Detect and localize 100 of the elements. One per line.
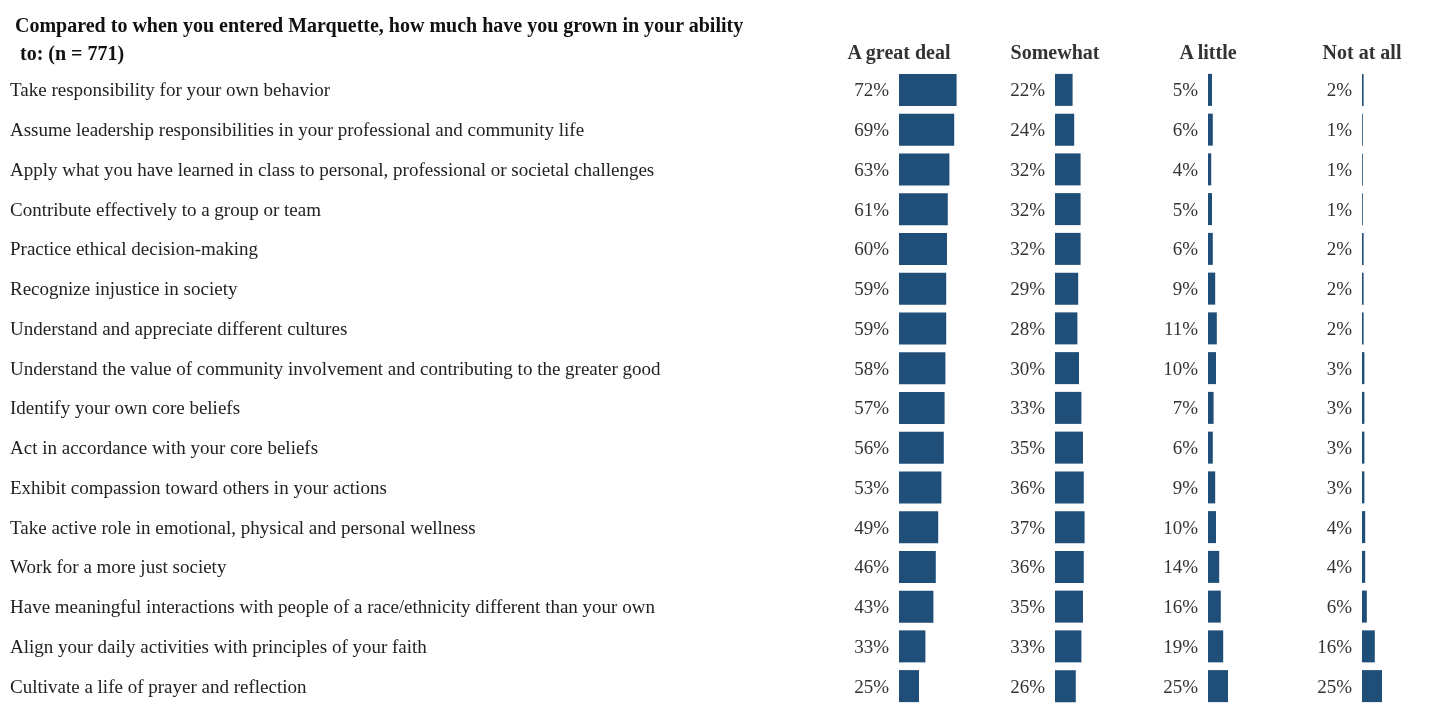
- data-label: 58%: [854, 357, 890, 379]
- bar: [899, 73, 957, 106]
- data-label: 56%: [854, 437, 890, 459]
- bar: [1208, 431, 1213, 464]
- bar: [1208, 391, 1214, 424]
- bar: [1055, 391, 1082, 424]
- data-label: 9%: [1172, 278, 1199, 300]
- series-label: A little: [1179, 41, 1237, 63]
- bar: [1362, 590, 1367, 623]
- bar: [1055, 550, 1084, 583]
- data-label: 10%: [1163, 516, 1199, 538]
- bar: [1055, 193, 1081, 226]
- bar: [1362, 550, 1366, 583]
- bar: [1055, 511, 1085, 544]
- data-label: 22%: [1010, 79, 1046, 101]
- bar: [1055, 113, 1075, 146]
- y-tick-label: Exhibit compassion toward others in your actions: [10, 476, 387, 498]
- bar: [1208, 272, 1216, 305]
- data-label: 33%: [854, 635, 890, 657]
- bar: [1208, 590, 1221, 623]
- y-tick-label: Practice ethical decision-making: [10, 238, 259, 260]
- data-label: 29%: [1010, 278, 1046, 300]
- data-label: 43%: [854, 596, 890, 618]
- bar: [899, 232, 947, 265]
- bar: [1362, 630, 1375, 663]
- data-label: 25%: [1163, 675, 1199, 697]
- bar: [899, 670, 919, 703]
- bar: [1208, 312, 1217, 345]
- y-tick-label: Understand and appreciate different cultures: [10, 317, 348, 339]
- data-label: 33%: [1010, 397, 1046, 419]
- data-label: 32%: [1010, 238, 1046, 260]
- data-label: 5%: [1172, 198, 1199, 220]
- series-label: Somewhat: [1010, 41, 1100, 63]
- data-label: 6%: [1172, 437, 1199, 459]
- data-label: 4%: [1172, 158, 1199, 180]
- bar: [899, 113, 955, 146]
- y-tick-label: Have meaningful interactions with people of a race/ethnicity different than your own: [10, 596, 656, 618]
- data-label: 16%: [1317, 635, 1353, 657]
- data-label: 24%: [1010, 119, 1046, 141]
- bar: [899, 153, 950, 186]
- data-label: 28%: [1010, 317, 1046, 339]
- series-label: A great deal: [847, 41, 951, 64]
- data-label: 1%: [1326, 119, 1353, 141]
- bar: [899, 630, 926, 663]
- y-tick-label: Contribute effectively to a group or team: [10, 198, 322, 220]
- data-label: 35%: [1010, 596, 1046, 618]
- data-label: 46%: [854, 556, 890, 578]
- data-label: 57%: [854, 397, 890, 419]
- bar: [899, 352, 946, 385]
- data-label: 6%: [1172, 238, 1199, 260]
- data-label: 16%: [1163, 596, 1199, 618]
- data-label: 3%: [1326, 437, 1353, 459]
- data-label: 1%: [1326, 158, 1353, 180]
- data-label: 35%: [1010, 437, 1046, 459]
- data-label: 7%: [1172, 397, 1199, 419]
- bar: [1055, 153, 1081, 186]
- data-label: 19%: [1163, 635, 1199, 657]
- data-label: 37%: [1010, 516, 1046, 538]
- bar: [899, 431, 944, 464]
- data-label: 1%: [1326, 198, 1353, 220]
- y-tick-label: Take responsibility for your own behavior: [10, 79, 331, 101]
- data-label: 32%: [1010, 158, 1046, 180]
- bar: [1055, 232, 1081, 265]
- data-label: 6%: [1326, 596, 1353, 618]
- y-tick-label: Assume leadership responsibilities in your professional and community life: [10, 119, 585, 141]
- y-tick-label: Understand the value of community involvement and contributing to the greater good: [10, 357, 662, 379]
- bar: [1208, 113, 1213, 146]
- bar: [1055, 312, 1078, 345]
- bar: [899, 590, 934, 623]
- y-tick-label: Identify your own core beliefs: [10, 397, 241, 419]
- data-label: 36%: [1010, 556, 1046, 578]
- bar: [1055, 670, 1076, 703]
- bar: [1055, 471, 1084, 504]
- data-label: 2%: [1326, 278, 1353, 300]
- data-label: 9%: [1172, 476, 1199, 498]
- bar: [1055, 431, 1083, 464]
- data-label: 49%: [854, 516, 890, 538]
- bar: [1208, 630, 1224, 663]
- data-label: 60%: [854, 238, 890, 260]
- y-tick-label: Recognize injustice in society: [10, 278, 238, 300]
- bar: [1208, 73, 1212, 106]
- data-label: 2%: [1326, 79, 1353, 101]
- bar: [1055, 590, 1083, 623]
- bar: [1055, 272, 1079, 305]
- bar: [1208, 511, 1216, 544]
- data-label: 61%: [854, 198, 890, 220]
- data-label: 36%: [1010, 476, 1046, 498]
- data-label: 4%: [1326, 556, 1353, 578]
- bar: [899, 312, 947, 345]
- data-label: 14%: [1163, 556, 1199, 578]
- data-label: 53%: [854, 476, 890, 498]
- y-tick-label: Apply what you have learned in class to personal, professional or societal challenges: [10, 158, 655, 180]
- bar: [899, 471, 942, 504]
- bar: [899, 272, 947, 305]
- data-label: 3%: [1326, 397, 1353, 419]
- data-label: 33%: [1010, 635, 1046, 657]
- y-tick-label: Act in accordance with your core beliefs: [10, 437, 319, 459]
- data-label: 59%: [854, 278, 890, 300]
- y-tick-label: Work for a more just society: [10, 556, 227, 578]
- data-label: 25%: [854, 675, 890, 697]
